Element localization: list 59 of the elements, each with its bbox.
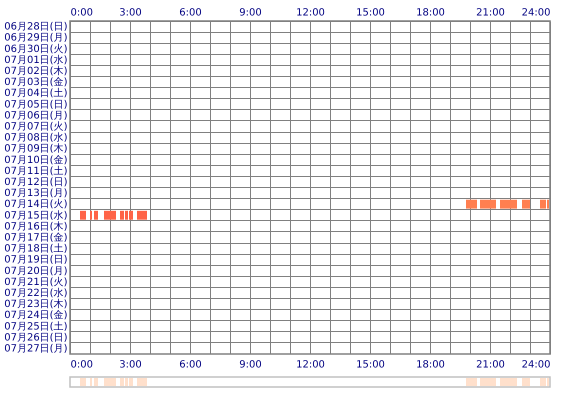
x-tick-label: 21:00 [476,8,505,18]
bar [466,378,477,386]
y-tick-label: 06月30日(火) [4,42,68,55]
y-tick-label: 07月13日(月) [4,188,68,200]
x2-tick-label: 24:00 [522,360,550,370]
bar [500,378,517,386]
y-tick-label: 07月19日(日) [4,254,68,266]
y-tick-label: 07月10日(金) [4,154,68,166]
bar [120,378,124,386]
x-tick-label: 15:00 [356,8,385,18]
y-tick-label: 07月01日(水) [4,54,68,66]
y-tick-label: 06月29日(月) [4,32,68,44]
y-tick-label: 07月17日(金) [4,231,68,244]
bar [104,378,116,386]
x-tick-label: 24:00 [522,8,550,18]
x2-tick-label: 12:00 [296,360,325,370]
y-tick-label: 07月12日(日) [4,176,68,188]
x2-tick-label: 15:00 [356,360,385,370]
y-tick-label: 07月02日(木) [4,64,68,77]
y-tick-label: 07月27日(月) [4,343,68,354]
y-tick-label: 07月04日(土) [4,87,68,100]
y-tick-label: 07月09日(木) [4,142,68,155]
x2-tick-label: 0:00 [70,360,93,370]
bar [94,378,98,386]
x-tick-label: 12:00 [296,8,325,18]
y-tick-label: 07月14日(火) [4,198,68,210]
y-tick-label: 07月23日(木) [4,298,68,310]
y-tick-label: 07月25日(土) [4,320,68,332]
y-tick-label: 07月03日(金) [4,76,68,88]
bar [480,378,496,386]
bar [540,378,546,386]
x2-tick-label: 21:00 [476,360,505,370]
y-tick-label: 07月18日(土) [4,242,68,255]
y-tick-label: 07月20日(月) [4,266,68,277]
x2-tick-label: 18:00 [416,360,445,370]
x-tick-label: 6:00 [179,8,202,18]
x2-tick-label: 3:00 [119,360,142,370]
x-tick-label: 3:00 [119,8,142,18]
x-tick-label: 9:00 [239,8,262,18]
y-tick-label: 07月05日(日) [4,99,68,110]
y-tick-label: 07月07日(火) [4,120,68,132]
x-tick-label: 18:00 [416,8,445,18]
y-tick-label: 06月28日(日) [4,22,68,33]
y-tick-label: 07月26日(日) [4,332,68,344]
bar [80,378,86,386]
y-tick-label: 07月08日(水) [4,132,68,144]
y-tick-label: 07月11日(土) [4,164,68,177]
x2-tick-label: 9:00 [239,360,262,370]
y-tick-label: 07月24日(金) [4,309,68,322]
bar [522,378,530,386]
y-tick-label: 07月15日(水) [4,209,68,222]
bar [137,378,147,386]
y-tick-label: 07月21日(火) [4,276,68,288]
bar [129,378,133,386]
x2-tick-label: 6:00 [179,360,202,370]
y-tick-label: 07月22日(水) [4,286,68,299]
y-tick-label: 07月06日(月) [4,110,68,122]
y-tick-label: 07月16日(木) [4,220,68,232]
x-tick-label: 0:00 [70,8,93,18]
